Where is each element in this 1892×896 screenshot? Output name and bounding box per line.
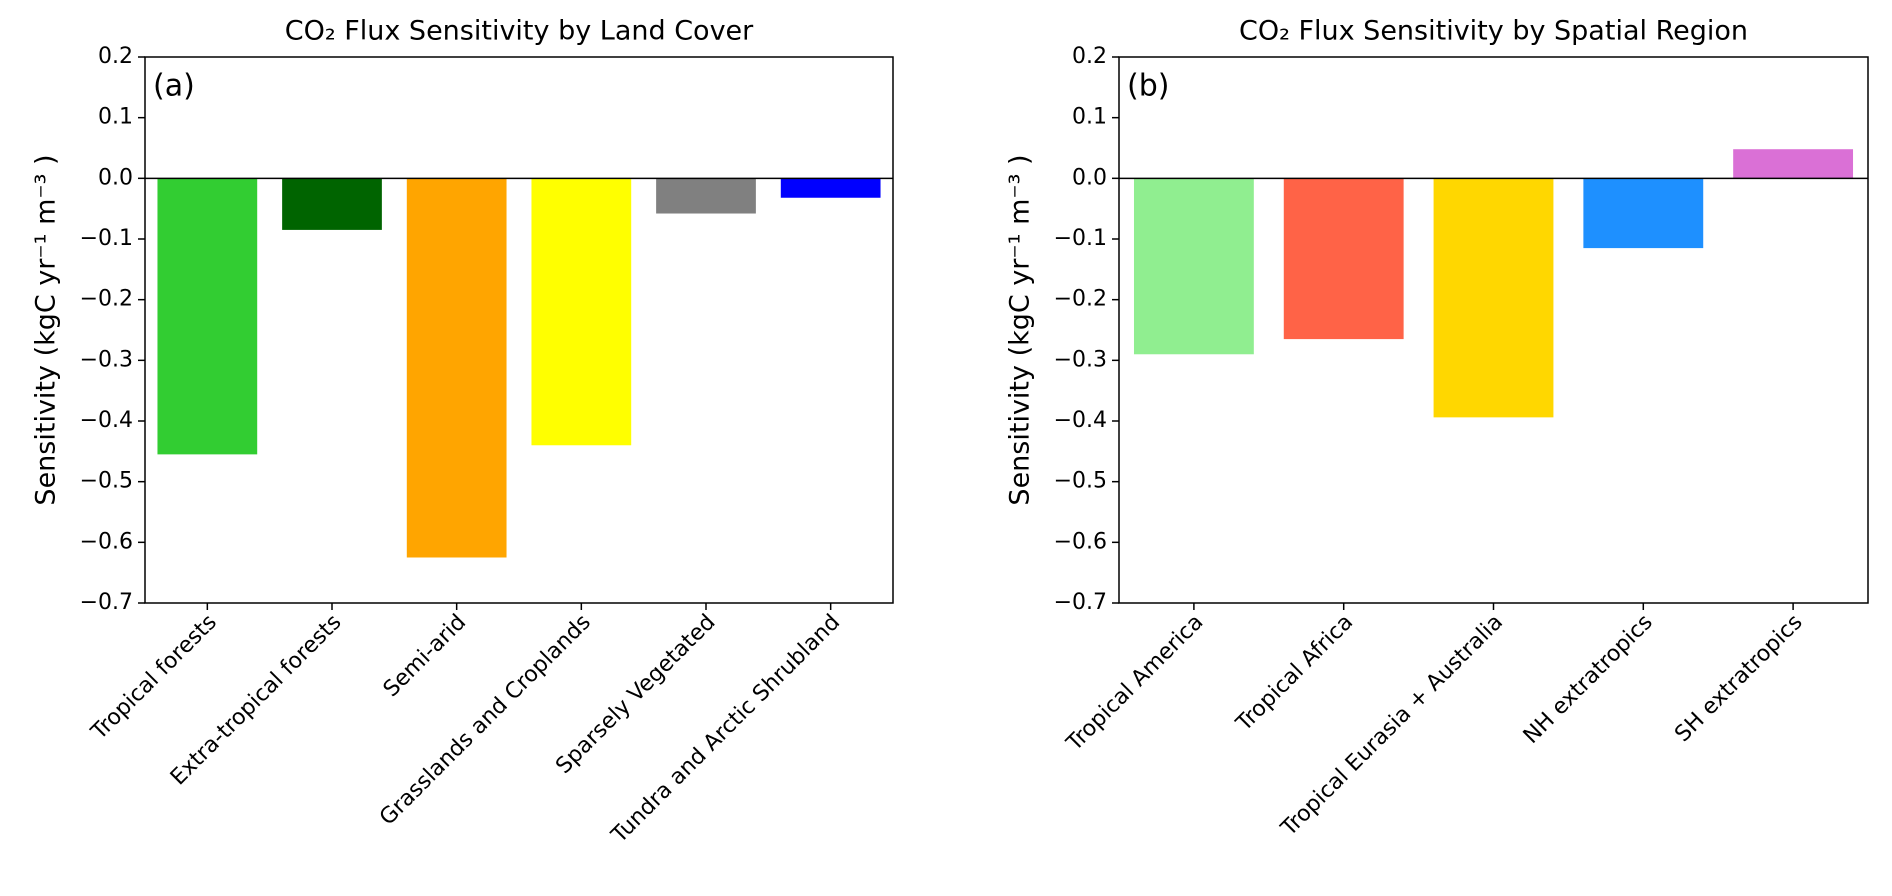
x-tick-label: Semi-arid — [379, 610, 471, 702]
y-tick-label: −0.4 — [80, 408, 133, 433]
y-tick-label: −0.7 — [80, 590, 133, 615]
panel-label: (b) — [1127, 69, 1169, 104]
bar — [1133, 178, 1254, 355]
y-tick-label: −0.6 — [80, 529, 133, 554]
y-tick-label: −0.4 — [1054, 408, 1107, 433]
y-axis-label: Sensitivity (kgC yr⁻¹ m⁻³ ) — [1005, 154, 1036, 505]
x-tick-label: Tropical Africa — [1231, 610, 1358, 737]
bar — [531, 178, 632, 446]
y-tick-label: −0.5 — [1054, 469, 1107, 494]
y-tick-label: −0.3 — [1054, 347, 1107, 372]
y-tick-label: −0.2 — [80, 287, 133, 312]
bar — [780, 178, 881, 198]
y-tick-label: −0.1 — [80, 226, 133, 251]
x-tick-label: Tropical forests — [86, 610, 222, 746]
chart-title: CO₂ Flux Sensitivity by Spatial Region — [1239, 16, 1748, 47]
bar — [1283, 178, 1404, 340]
axes-frame — [1118, 56, 1869, 604]
x-tick-label: Tropical America — [1061, 610, 1208, 757]
y-tick-label: −0.5 — [80, 469, 133, 494]
panel-label: (a) — [153, 69, 195, 104]
y-tick-label: −0.2 — [1054, 287, 1107, 312]
y-tick-label: −0.3 — [80, 347, 133, 372]
y-tick-label: −0.7 — [1054, 590, 1107, 615]
bar — [1433, 178, 1554, 418]
bar — [282, 178, 382, 230]
y-tick-label: −0.1 — [1054, 226, 1107, 251]
y-tick-label: 0.0 — [98, 165, 133, 190]
y-tick-label: 0.2 — [98, 44, 133, 69]
x-tick-label: NH extratropics — [1519, 610, 1658, 749]
bar — [406, 178, 507, 558]
x-tick-label: SH extratropics — [1670, 610, 1807, 747]
axes-frame — [144, 56, 894, 604]
y-tick-label: 0.0 — [1072, 165, 1107, 190]
x-tick-label: Grasslands and Croplands — [375, 610, 596, 831]
bar — [656, 178, 756, 214]
x-tick-label: Tundra and Arctic Shrubland — [606, 610, 845, 849]
y-axis-label: Sensitivity (kgC yr⁻¹ m⁻³ ) — [31, 154, 62, 505]
y-tick-label: −0.6 — [1054, 529, 1107, 554]
y-tick-label: 0.1 — [1072, 105, 1107, 130]
y-tick-label: 0.1 — [98, 105, 133, 130]
chart-title: CO₂ Flux Sensitivity by Land Cover — [285, 16, 754, 47]
bar — [1733, 149, 1854, 179]
bar — [157, 178, 258, 455]
bar — [1583, 178, 1704, 249]
y-tick-label: 0.2 — [1072, 44, 1107, 69]
